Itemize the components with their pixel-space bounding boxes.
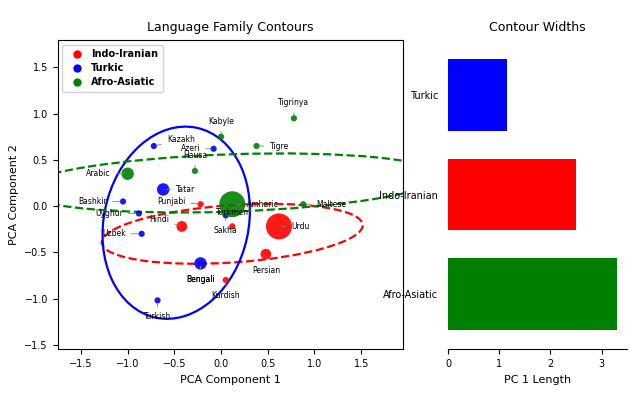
Point <box>136 231 147 237</box>
X-axis label: PCA Component 1: PCA Component 1 <box>180 375 281 385</box>
Text: Hindi: Hindi <box>150 216 179 225</box>
Text: Azeri: Azeri <box>181 144 211 153</box>
Text: Persian: Persian <box>252 257 280 275</box>
Point <box>148 143 159 149</box>
Text: Punjabi: Punjabi <box>157 197 198 206</box>
Point <box>122 171 132 177</box>
Text: Uyghur: Uyghur <box>95 209 136 218</box>
Text: Uzbek: Uzbek <box>102 229 139 238</box>
Text: Turkmen: Turkmen <box>216 208 249 224</box>
Text: Amharic: Amharic <box>235 200 279 209</box>
Point <box>158 186 168 193</box>
Point <box>190 168 200 174</box>
Text: Bengali: Bengali <box>186 266 215 284</box>
Text: Arabic: Arabic <box>86 169 125 178</box>
Point <box>152 297 163 304</box>
Text: Tatar: Tatar <box>166 185 195 194</box>
Point <box>227 201 237 207</box>
Text: Kurdish: Kurdish <box>211 283 240 300</box>
Point <box>118 198 128 204</box>
Text: Tigre: Tigre <box>259 141 289 150</box>
Text: Turkish: Turkish <box>144 303 171 322</box>
Y-axis label: PCA Component 2: PCA Component 2 <box>9 144 19 245</box>
Bar <box>448 158 576 231</box>
Point <box>221 277 231 283</box>
Text: Bashkir: Bashkir <box>78 197 120 206</box>
Point <box>274 223 284 229</box>
Point <box>195 201 205 207</box>
Point <box>221 212 231 218</box>
Text: Sakha: Sakha <box>214 218 237 235</box>
Text: Urdu: Urdu <box>282 222 310 231</box>
Point <box>289 115 299 121</box>
Point <box>260 251 271 257</box>
Legend: Indo-Iranian, Turkic, Afro-Asiatic: Indo-Iranian, Turkic, Afro-Asiatic <box>63 44 163 92</box>
Title: Language Family Contours: Language Family Contours <box>147 21 314 35</box>
Point <box>195 260 205 266</box>
Text: Hausa: Hausa <box>183 151 207 168</box>
Point <box>298 201 308 207</box>
Text: Bengali: Bengali <box>186 266 215 284</box>
Point <box>195 260 205 266</box>
Bar <box>448 258 617 330</box>
Point <box>209 146 219 152</box>
Point <box>216 133 226 140</box>
Point <box>227 223 237 229</box>
X-axis label: PC 1 Length: PC 1 Length <box>504 375 571 385</box>
Bar <box>448 59 507 131</box>
Point <box>252 143 262 149</box>
Text: Tigrinya: Tigrinya <box>278 98 310 116</box>
Title: Contour Widths: Contour Widths <box>490 21 586 35</box>
Text: Maltese: Maltese <box>306 200 346 209</box>
Point <box>134 210 144 217</box>
Point <box>177 223 187 229</box>
Text: Kabyle: Kabyle <box>208 117 234 134</box>
Text: Kazakh: Kazakh <box>157 135 195 145</box>
